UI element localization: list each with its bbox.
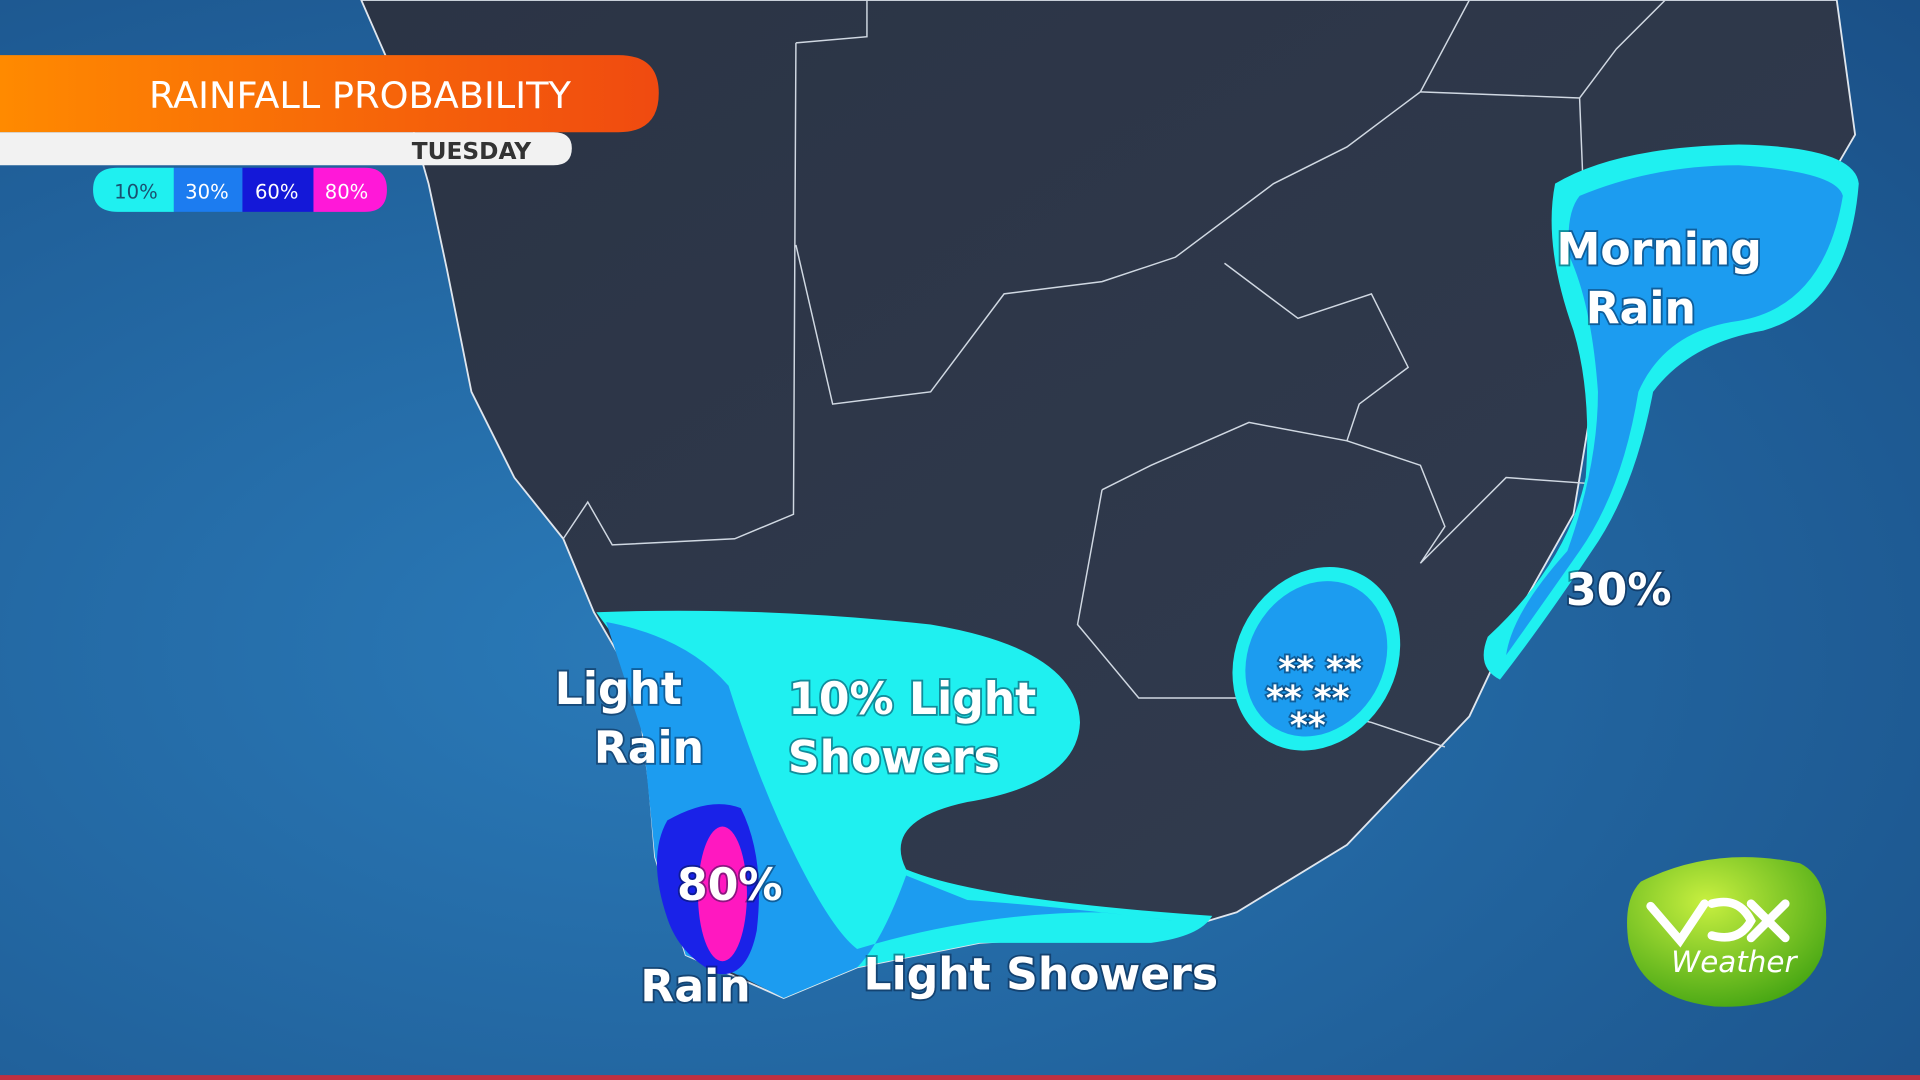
header-bar — [0, 55, 659, 133]
legend-swatch — [242, 167, 314, 212]
map-label: 80% — [677, 860, 783, 911]
snow-label: ** ** — [1278, 650, 1362, 690]
legend-swatch — [313, 167, 387, 212]
rain-area-east-30 — [1506, 165, 1843, 656]
map-label: 30% — [1566, 565, 1672, 616]
snow-area-inner — [1245, 581, 1388, 737]
map-label: Rain — [1586, 283, 1696, 334]
day-label: TUESDAY — [412, 138, 532, 165]
legend-label: 10% — [114, 180, 158, 203]
map-label: Light Showers — [864, 949, 1219, 1000]
legend-swatch — [173, 167, 243, 212]
legend-label: 60% — [255, 180, 299, 203]
header-title: RAINFALL PROBABILITY — [149, 74, 571, 117]
snow-label: ** ** — [1266, 679, 1350, 719]
map-label: Showers — [788, 733, 1000, 784]
map-label: 10% Light — [788, 674, 1036, 725]
rain-area-80 — [697, 826, 747, 962]
map-label: Morning — [1557, 224, 1762, 275]
map-label: Rain — [594, 723, 704, 774]
legend-label: 30% — [185, 180, 229, 203]
logo: Weather — [1627, 857, 1827, 1007]
bottom-rule — [0, 1075, 1920, 1080]
snow-label: ** — [1290, 706, 1326, 746]
legend: 10% 30% 60% 80% — [93, 167, 387, 212]
legend-label: 80% — [325, 180, 369, 203]
day-bar — [0, 132, 572, 166]
map-label: Rain — [640, 962, 750, 1013]
legend-swatch — [93, 167, 174, 212]
logo-tagline: Weather — [1671, 945, 1798, 979]
map-label: Light — [555, 664, 682, 715]
